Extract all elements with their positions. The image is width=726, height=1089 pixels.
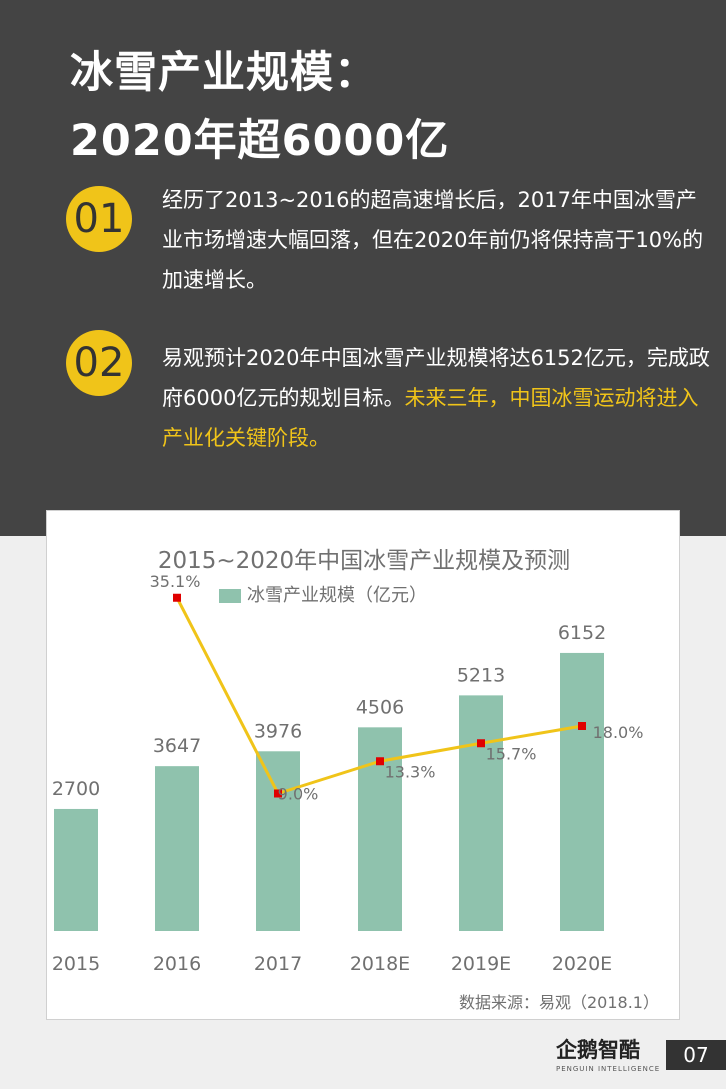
growth-label: 35.1% <box>150 572 201 591</box>
page-title-line1: 冰雪产业规模： <box>70 48 378 98</box>
bar-value-label: 5213 <box>457 664 505 686</box>
growth-marker <box>578 722 586 730</box>
x-tick-label: 2018E <box>350 953 410 975</box>
brand-logo: 企鹅智酷 <box>556 1038 640 1062</box>
page-number: 07 <box>666 1040 726 1070</box>
point-text: 经历了2013~2016的超高速增长后，2017年中国冰雪产业市场增速大幅回落，… <box>162 180 714 300</box>
chart-title: 2015~2020年中国冰雪产业规模及预测 <box>157 548 571 574</box>
point-highlight: 未来三年，中国冰雪运动将进入产业化关键阶段。 <box>162 386 699 450</box>
page-title-line2: 2020年超6000亿 <box>70 116 450 166</box>
point-number-badge: 02 <box>66 330 132 396</box>
x-tick-label: 2019E <box>451 953 511 975</box>
point-body: 经历了2013~2016的超高速增长后，2017年中国冰雪产业市场增速大幅回落，… <box>162 188 704 292</box>
x-tick-label: 2015 <box>52 953 100 975</box>
bar <box>54 808 98 931</box>
legend-label: 冰雪产业规模（亿元） <box>247 585 427 606</box>
bar-value-label: 3647 <box>153 735 201 757</box>
bar <box>256 751 300 931</box>
growth-marker <box>173 593 181 602</box>
growth-label: 9.0% <box>278 785 319 804</box>
chart-plot: 2700 2015 3647 2016 3976 2017 4506 2018E 5213 201… <box>52 572 644 975</box>
x-tick-label: 2016 <box>153 953 201 975</box>
bar-value-label: 4506 <box>356 696 404 718</box>
bar <box>155 766 199 931</box>
brand-subtitle: PENGUIN INTELLIGENCE <box>556 1065 661 1073</box>
point-number-badge: 01 <box>66 186 132 252</box>
bar <box>560 652 604 931</box>
header-panel <box>0 0 726 536</box>
bar-value-label: 3976 <box>254 720 302 742</box>
legend-swatch <box>219 589 241 603</box>
point-text: 易观预计2020年中国冰雪产业规模将达6152亿元，完成政府6000亿元的规划目… <box>162 338 714 458</box>
x-tick-label: 2017 <box>254 953 302 975</box>
bar-value-label: 2700 <box>52 778 100 800</box>
growth-marker <box>477 739 485 748</box>
bar <box>459 695 503 931</box>
point-body: 易观预计2020年中国冰雪产业规模将达6152亿元，完成政府6000亿元的规划目… <box>162 346 710 410</box>
growth-marker <box>274 789 282 798</box>
chart-legend: 冰雪产业规模（亿元） <box>219 581 427 607</box>
chart-card: 2015~2020年中国冰雪产业规模及预测 冰雪产业规模（亿元） 2700 201… <box>46 510 680 1020</box>
growth-label: 15.7% <box>486 744 537 763</box>
growth-marker <box>376 757 384 766</box>
bar-value-label: 6152 <box>558 622 606 644</box>
growth-label: 13.3% <box>385 762 436 781</box>
growth-label: 18.0% <box>593 723 644 742</box>
x-tick-label: 2020E <box>552 953 612 975</box>
chart-source: 数据来源：易观（2018.1） <box>459 993 659 1012</box>
